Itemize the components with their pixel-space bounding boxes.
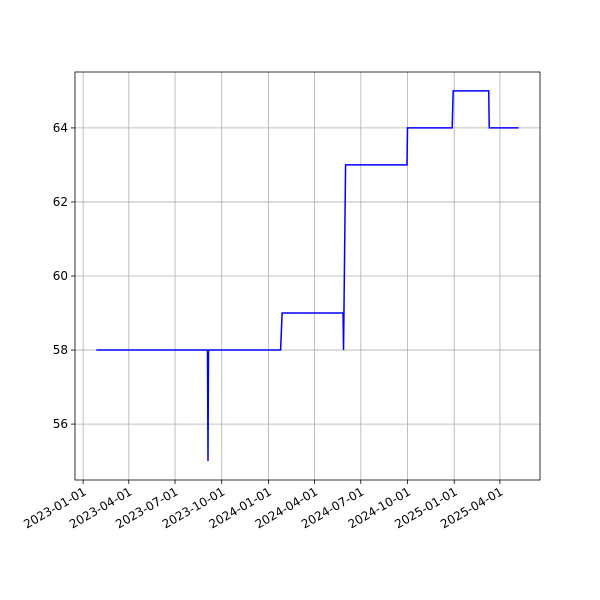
y-tick-label: 60 bbox=[53, 269, 68, 283]
y-tick-label: 58 bbox=[53, 343, 68, 357]
y-tick-label: 64 bbox=[53, 121, 68, 135]
data-line bbox=[96, 90, 519, 462]
y-tick-label: 56 bbox=[53, 417, 68, 431]
y-tick-label: 62 bbox=[53, 195, 68, 209]
plot-frame bbox=[74, 71, 541, 481]
